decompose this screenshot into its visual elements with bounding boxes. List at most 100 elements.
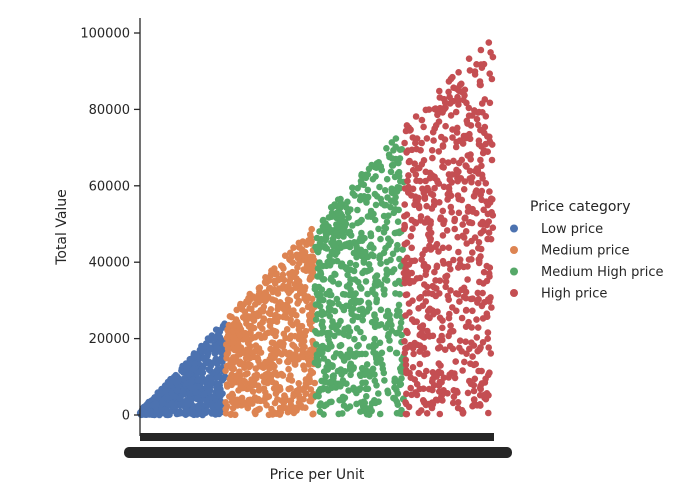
- data-point: [467, 156, 475, 163]
- data-point: [486, 133, 493, 141]
- data-point: [234, 402, 241, 409]
- data-point: [456, 256, 464, 264]
- data-point: [456, 298, 463, 305]
- data-point: [477, 344, 484, 351]
- data-point: [222, 405, 230, 413]
- data-point: [487, 49, 494, 56]
- data-point: [439, 244, 447, 252]
- data-point: [477, 46, 485, 54]
- legend-marker: [510, 267, 518, 276]
- data-point: [141, 403, 149, 410]
- data-point: [250, 324, 258, 332]
- data-point: [401, 221, 408, 229]
- data-point: [276, 358, 283, 365]
- data-point: [397, 324, 404, 332]
- data-point: [393, 398, 401, 406]
- data-point: [419, 322, 427, 329]
- data-point: [409, 134, 417, 141]
- legend-label: Medium price: [541, 244, 629, 259]
- legend-label: Medium High price: [541, 265, 663, 280]
- data-point: [365, 299, 372, 307]
- data-point: [455, 159, 463, 167]
- data-point: [231, 321, 238, 329]
- data-point: [447, 112, 455, 119]
- data-point: [246, 399, 253, 406]
- data-point: [356, 306, 363, 314]
- data-point: [434, 111, 441, 119]
- data-point: [362, 278, 370, 285]
- data-point: [431, 372, 438, 379]
- data-point: [485, 344, 493, 351]
- data-point: [452, 108, 460, 116]
- data-point: [461, 215, 469, 222]
- data-point: [422, 267, 430, 274]
- data-point: [344, 198, 351, 206]
- data-point: [244, 360, 252, 368]
- data-point: [411, 160, 419, 167]
- data-point: [371, 335, 379, 343]
- data-point: [389, 250, 397, 258]
- data-point: [424, 184, 431, 192]
- data-point: [337, 383, 344, 390]
- data-point: [228, 390, 236, 398]
- data-point: [339, 410, 346, 417]
- data-point: [451, 215, 459, 223]
- data-point: [447, 192, 455, 199]
- data-point: [307, 397, 315, 405]
- data-point: [459, 139, 466, 146]
- data-point: [425, 385, 433, 393]
- data-point: [357, 372, 364, 380]
- data-point: [396, 290, 404, 298]
- data-point: [428, 147, 436, 154]
- data-point: [484, 210, 492, 218]
- data-point: [423, 367, 430, 375]
- data-point: [298, 246, 306, 253]
- data-point: [323, 245, 331, 252]
- data-point: [458, 286, 465, 294]
- data-point: [467, 295, 475, 303]
- data-point: [488, 156, 496, 164]
- data-point: [397, 365, 404, 372]
- data-point: [229, 339, 237, 346]
- data-point: [386, 153, 393, 161]
- data-point: [402, 410, 410, 418]
- data-point: [410, 318, 418, 326]
- data-point: [252, 365, 260, 372]
- data-point: [308, 225, 316, 233]
- data-point: [475, 367, 482, 375]
- data-point: [262, 275, 270, 283]
- data-point: [477, 81, 484, 89]
- data-point: [372, 316, 380, 323]
- data-point: [331, 201, 338, 208]
- data-point: [204, 407, 211, 415]
- data-point: [425, 231, 432, 238]
- data-point: [466, 175, 474, 182]
- data-point: [403, 254, 411, 262]
- data-point: [473, 402, 481, 409]
- data-point: [362, 371, 370, 378]
- data-point: [474, 299, 481, 306]
- data-point: [459, 410, 467, 417]
- legend-title: Price category: [530, 199, 630, 215]
- data-point: [202, 343, 209, 350]
- data-point: [390, 209, 398, 217]
- data-point: [364, 385, 372, 393]
- data-point: [342, 302, 350, 310]
- data-point: [317, 385, 324, 393]
- data-point: [485, 409, 492, 417]
- data-point: [369, 175, 377, 183]
- data-point: [455, 264, 462, 271]
- data-point: [433, 262, 441, 270]
- data-point: [409, 166, 417, 174]
- data-point: [294, 254, 302, 262]
- data-point: [358, 216, 365, 224]
- data-point: [432, 277, 439, 284]
- data-point: [213, 355, 220, 363]
- data-point: [323, 235, 330, 242]
- data-point: [480, 227, 487, 234]
- data-point: [416, 164, 423, 172]
- data-point: [403, 390, 410, 398]
- data-point: [429, 290, 436, 298]
- data-point: [322, 373, 330, 380]
- data-point: [383, 145, 390, 152]
